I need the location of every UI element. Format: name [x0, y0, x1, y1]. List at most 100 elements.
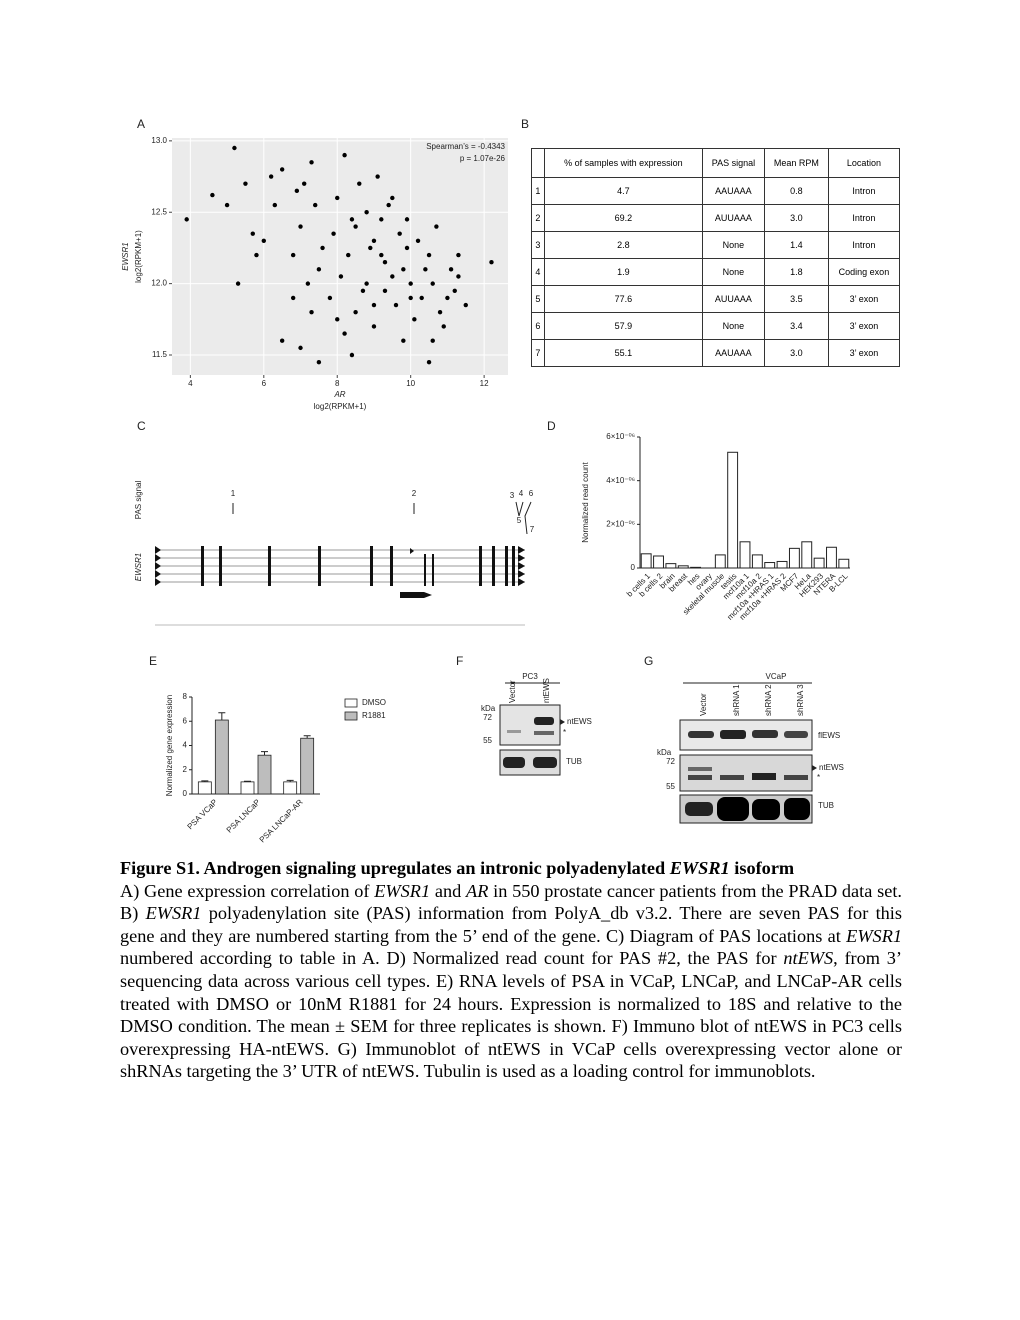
caption-text: , from 3’ sequencing data across various… — [120, 948, 902, 1082]
point — [298, 224, 303, 229]
error-bar — [286, 779, 294, 782]
point — [423, 267, 428, 272]
header-cell: Mean RPM — [763, 148, 829, 178]
table-cell: 77.6 — [543, 285, 703, 313]
panel-letter: G — [644, 654, 653, 668]
point — [335, 195, 340, 201]
bar — [751, 554, 763, 569]
band-label: TUB — [818, 801, 834, 810]
error-bar — [244, 780, 251, 782]
point — [338, 274, 344, 279]
marker: 72 — [483, 713, 492, 722]
y-tick-label: 2 — [183, 765, 188, 774]
point — [426, 359, 432, 365]
point — [268, 174, 274, 179]
point — [489, 260, 494, 265]
y-tick-label: 6×10⁻⁰⁶ — [606, 432, 635, 441]
point — [404, 245, 410, 251]
caption-text: A) Gene expression correlation of — [120, 880, 375, 901]
y-tick-label: 0 — [631, 563, 636, 572]
caption: Figure S1. Androgen signaling upregulate… — [120, 857, 902, 1083]
bar — [727, 451, 739, 569]
point — [250, 231, 255, 236]
marker: 72 — [666, 757, 675, 766]
point — [371, 238, 377, 243]
table-cell: 3’ exon — [827, 312, 901, 340]
bar — [665, 563, 677, 569]
x-axis-label: AR — [333, 390, 345, 399]
bar — [240, 781, 255, 795]
table-cell: AAUAAA — [701, 339, 765, 367]
pas-table: % of samples with expression PAS signal Me… — [531, 148, 901, 367]
table-cell: 3’ exon — [827, 285, 901, 313]
plot-background — [172, 138, 508, 375]
band-label: * — [563, 728, 566, 737]
pas-label: 5 — [517, 516, 522, 525]
point — [349, 352, 355, 358]
bar — [776, 560, 788, 569]
table-cell: 5 — [531, 285, 545, 313]
point — [426, 252, 432, 258]
y-axis-units: log2(RPKM+1) — [134, 230, 143, 283]
band-label: * — [817, 773, 820, 782]
x-tick-label: 8 — [335, 379, 340, 388]
point — [210, 192, 215, 198]
x-tick-label: 6 — [262, 379, 267, 388]
lane-label: Vector — [508, 680, 517, 703]
error-bar — [201, 780, 209, 782]
header-cell: PAS signal — [701, 148, 765, 178]
bar — [197, 781, 212, 795]
table-cell: 3’ exon — [827, 339, 901, 367]
error-bar — [218, 712, 226, 721]
point — [342, 152, 347, 158]
legend-swatch — [344, 711, 358, 721]
point — [254, 252, 259, 258]
y-axis-label: Normalized gene expression — [165, 695, 174, 796]
table-cell: None — [701, 231, 765, 259]
panel-letter: B — [521, 117, 529, 131]
point — [331, 231, 336, 236]
x-tick-label: 10 — [406, 379, 415, 388]
pas-label: 4 — [519, 489, 524, 498]
lane-label: shRNA 1 — [732, 684, 741, 716]
table-cell: 3.0 — [763, 204, 829, 232]
table-cell: 1.8 — [763, 258, 829, 286]
cell-line: VCaP — [766, 672, 787, 681]
point — [346, 252, 351, 258]
table-cell: 55.1 — [543, 339, 703, 367]
point — [419, 295, 424, 301]
point — [316, 359, 322, 365]
caption-body: A) Gene expression correlation of EWSR1 … — [120, 880, 902, 1083]
bar — [801, 541, 813, 569]
caption-text: EWSR1 — [374, 880, 431, 901]
bar — [813, 557, 825, 569]
point — [313, 202, 318, 208]
table-header: % of samples with expression PAS signal Me… — [531, 148, 901, 178]
header-cell: Location — [827, 148, 901, 178]
caption-text: Figure S1. Androgen signaling upregulate… — [120, 858, 670, 878]
table-cell: Intron — [827, 231, 901, 259]
table-row: 4 1.9 None 1.8 Coding exon — [531, 258, 901, 286]
point — [441, 324, 446, 329]
bar — [826, 546, 837, 569]
point — [320, 245, 325, 251]
pas-label: 3 — [510, 491, 515, 500]
y-tick-label: 12.5 — [151, 207, 167, 216]
table-cell: 0.8 — [763, 177, 829, 205]
caption-text: EWSR1 — [846, 925, 902, 946]
point — [309, 160, 314, 165]
point — [301, 181, 307, 186]
point — [386, 202, 391, 208]
point — [390, 274, 395, 279]
legend-label: DMSO — [362, 698, 386, 707]
point — [279, 167, 285, 172]
point — [393, 302, 399, 308]
bar — [640, 553, 652, 569]
table-cell: 3 — [531, 231, 545, 259]
point — [305, 281, 311, 286]
point — [456, 252, 461, 258]
point — [401, 338, 406, 343]
y-tick-label: 4×10⁻⁰⁶ — [606, 476, 635, 485]
point — [463, 302, 468, 308]
